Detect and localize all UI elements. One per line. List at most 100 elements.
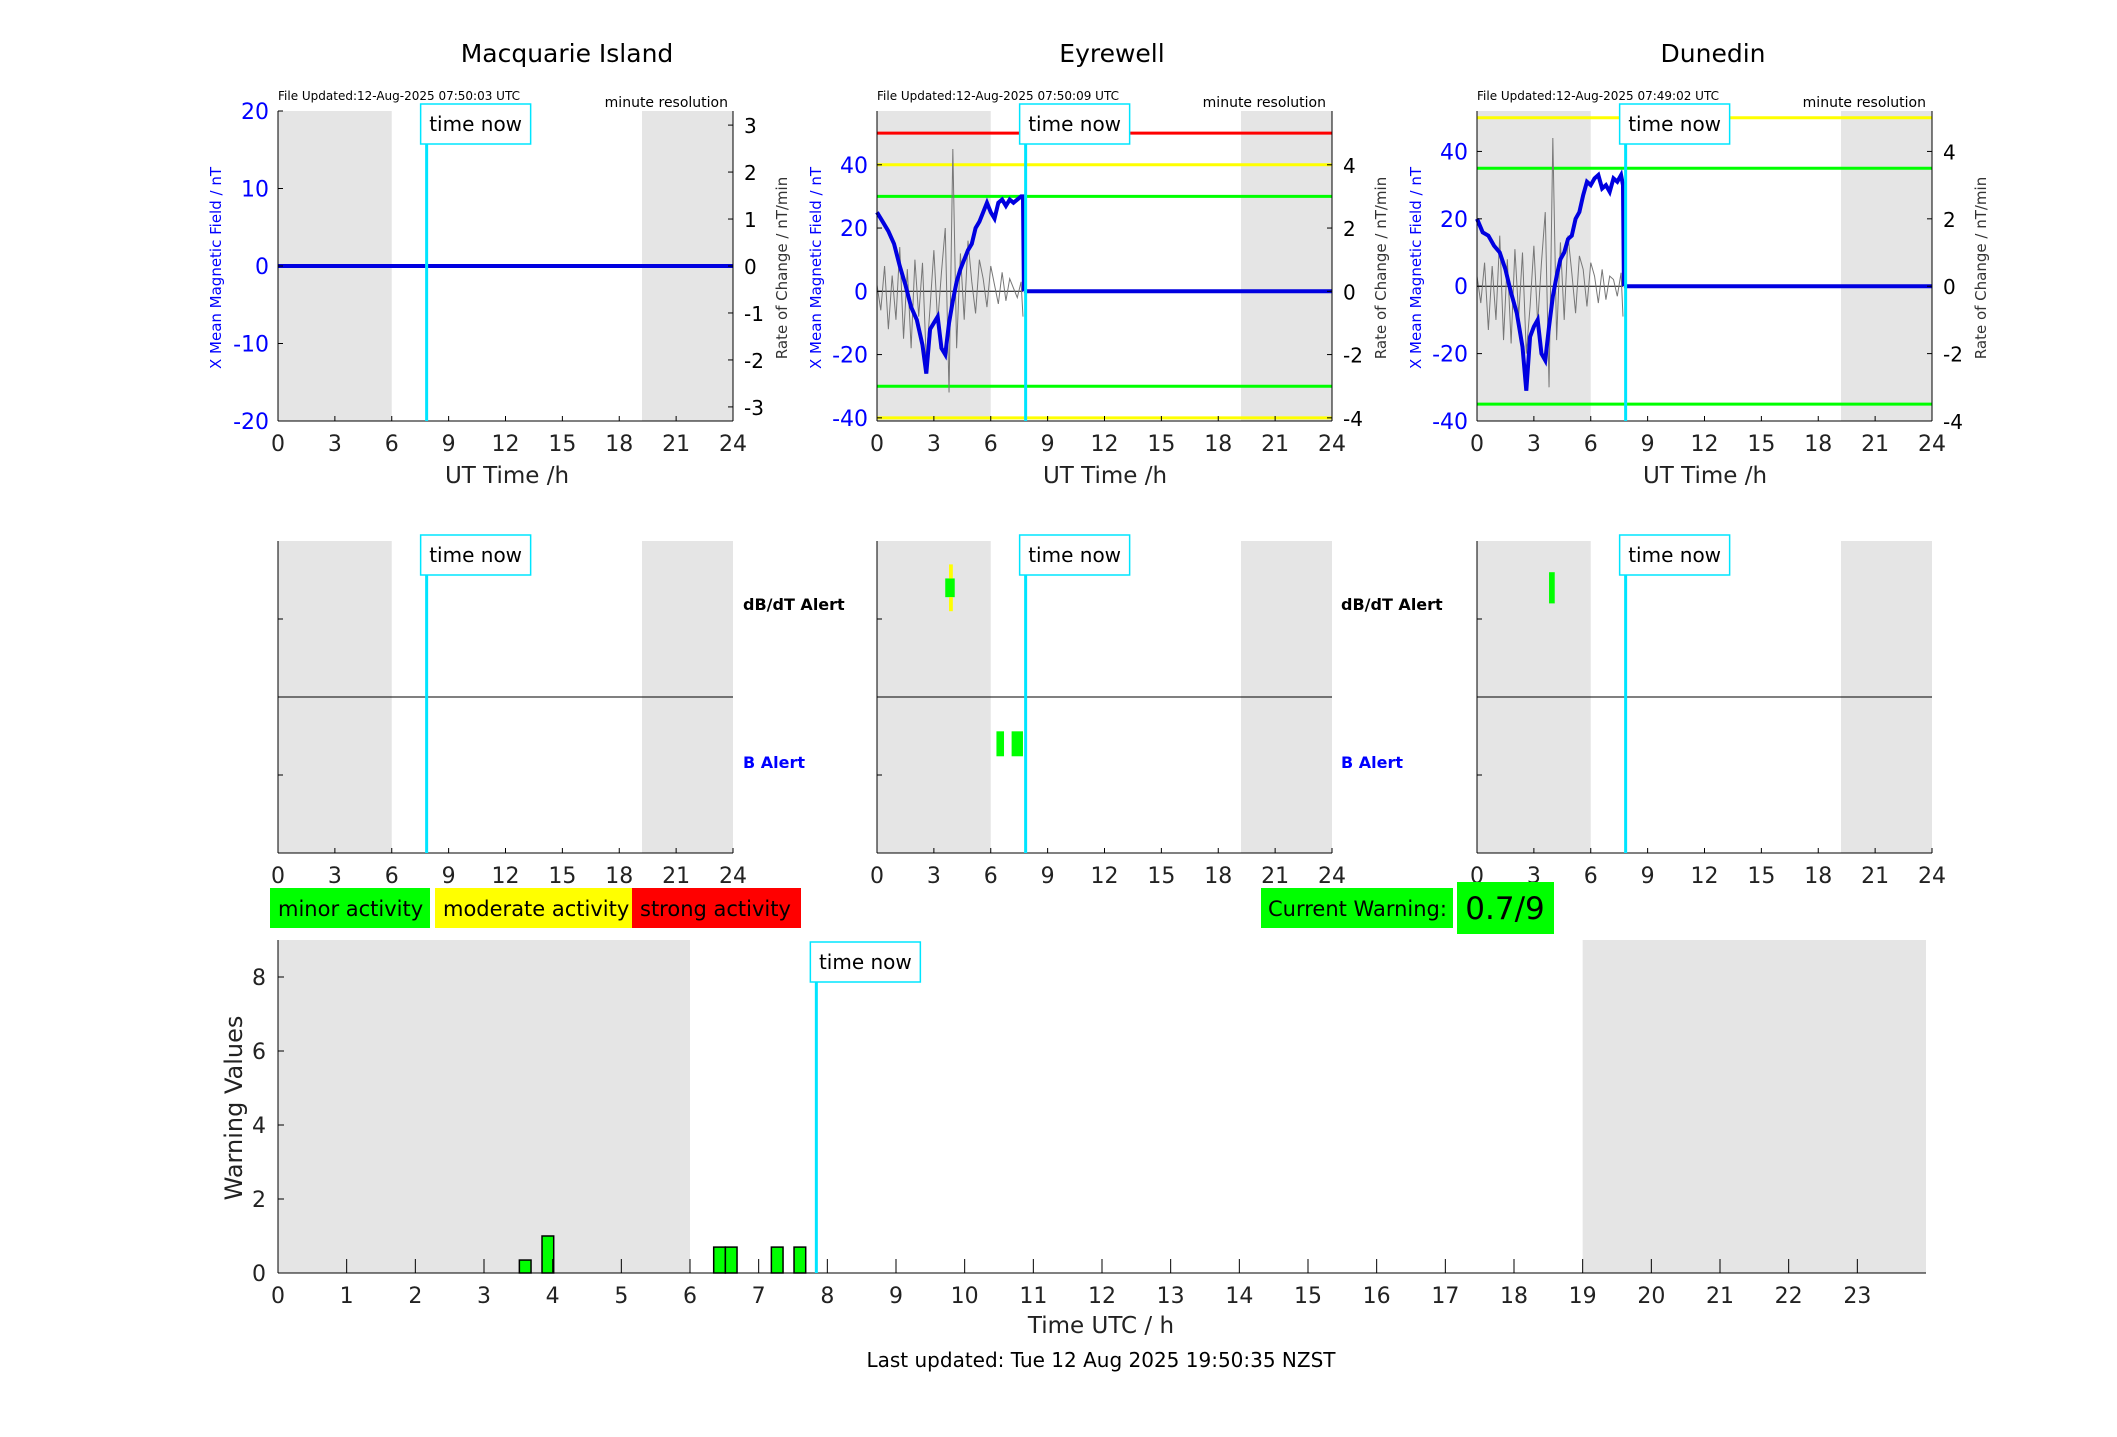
x-tick-label: 16	[1363, 1284, 1391, 1309]
left-axis-label: X Mean Magnetic Field / nT	[207, 166, 225, 369]
x-tick-label: 18	[1204, 432, 1232, 457]
x-axis-label: UT Time /h	[1643, 463, 1767, 489]
station-title: Macquarie Island	[461, 39, 674, 68]
file-updated-text: File Updated:12-Aug-2025 07:50:03 UTC	[278, 89, 520, 103]
x-tick-label: 21	[662, 864, 690, 889]
x-tick-label: 21	[1861, 432, 1889, 457]
dbdt-alert-label: dB/dT Alert	[1341, 595, 1443, 614]
left-tick-label: 40	[840, 154, 868, 179]
x-tick-label: 5	[614, 1284, 628, 1309]
x-axis-label: UT Time /h	[445, 463, 569, 489]
x-tick-label: 6	[683, 1284, 697, 1309]
left-tick-label: -10	[233, 333, 269, 358]
current-warning-value: 0.7/9	[1465, 891, 1544, 927]
legend-label-minor: minor activity	[278, 897, 423, 921]
resolution-text: minute resolution	[1203, 95, 1326, 111]
station-title: Dunedin	[1661, 39, 1766, 68]
time-now-callout: time now	[1018, 103, 1131, 145]
x-tick-label: 24	[1918, 864, 1946, 889]
warning-bar	[770, 1246, 784, 1274]
x-tick-label: 19	[1569, 1284, 1597, 1309]
right-axis-label: Rate of Change / nT/min	[1972, 177, 1990, 359]
x-tick-label: 22	[1775, 1284, 1803, 1309]
x-tick-label: 18	[1804, 864, 1832, 889]
x-tick-label: 9	[1641, 432, 1655, 457]
file-updated-text: File Updated:12-Aug-2025 07:49:02 UTC	[1477, 89, 1719, 103]
right-tick-label: 0	[1343, 280, 1356, 304]
x-tick-label: 3	[927, 432, 941, 457]
x-tick-label: 21	[662, 432, 690, 457]
x-tick-label: 0	[271, 864, 285, 889]
left-tick-label: -40	[1432, 410, 1468, 435]
x-tick-label: 6	[385, 864, 399, 889]
x-tick-label: 6	[385, 432, 399, 457]
x-tick-label: 21	[1261, 864, 1289, 889]
x-tick-label: 12	[1088, 1284, 1116, 1309]
time-now-box	[1618, 534, 1731, 576]
night-shading	[1477, 111, 1591, 421]
x-tick-label: 18	[605, 432, 633, 457]
x-tick-label: 6	[984, 864, 998, 889]
right-axis-label: Rate of Change / nT/min	[1372, 177, 1390, 359]
x-tick-label: 15	[1294, 1284, 1322, 1309]
x-tick-label: 18	[1804, 432, 1832, 457]
left-tick-label: -20	[233, 410, 269, 435]
left-tick-label: 40	[1440, 140, 1468, 165]
x-tick-label: 9	[1641, 864, 1655, 889]
time-now-label: time now	[1628, 112, 1721, 136]
time-now-box	[1018, 103, 1131, 145]
x-tick-label: 4	[546, 1284, 560, 1309]
x-tick-label: 20	[1637, 1284, 1665, 1309]
time-now-callout: time now	[419, 534, 532, 576]
left-tick-label: 10	[241, 178, 269, 203]
left-tick-label: 20	[840, 217, 868, 242]
right-tick-label: 0	[744, 255, 757, 279]
right-tick-label: 2	[744, 161, 757, 185]
right-tick-label: 1	[744, 208, 757, 232]
right-tick-label: -1	[744, 302, 764, 326]
x-tick-label: 8	[820, 1284, 834, 1309]
field-series	[875, 194, 1026, 374]
activity-legend: minor activity moderate activity strong …	[270, 888, 801, 928]
last-updated-footer: Last updated: Tue 12 Aug 2025 19:50:35 N…	[866, 1348, 1336, 1372]
resolution-text: minute resolution	[1803, 95, 1926, 111]
y-tick-label: 0	[252, 1262, 266, 1287]
x-tick-label: 18	[605, 864, 633, 889]
x-tick-label: 9	[442, 432, 456, 457]
x-tick-label: 7	[752, 1284, 766, 1309]
left-tick-label: -20	[1432, 343, 1468, 368]
x-tick-label: 18	[1500, 1284, 1528, 1309]
x-tick-label: 0	[1470, 432, 1484, 457]
file-updated-text: File Updated:12-Aug-2025 07:50:09 UTC	[877, 89, 1119, 103]
dbdt-alert-mark	[949, 564, 953, 579]
x-tick-label: 24	[719, 864, 747, 889]
right-tick-label: -4	[1343, 407, 1363, 431]
x-tick-label: 0	[870, 864, 884, 889]
dbdt-alert-mark	[949, 597, 953, 612]
x-tick-label: 12	[1691, 432, 1719, 457]
x-tick-label: 12	[492, 432, 520, 457]
x-tick-label: 6	[984, 432, 998, 457]
right-tick-label: -4	[1943, 410, 1963, 434]
time-now-box	[809, 941, 922, 983]
dbdt-alert-mark	[1549, 572, 1555, 604]
time-now-callout: time now	[1018, 534, 1131, 576]
legend-label-moderate: moderate activity	[443, 897, 629, 921]
x-tick-label: 24	[1318, 864, 1346, 889]
resolution-text: minute resolution	[605, 95, 728, 111]
b-alert-label: B Alert	[743, 753, 805, 772]
right-axis-label: Rate of Change / nT/min	[773, 177, 791, 359]
night-shading	[1582, 940, 1926, 1273]
x-tick-label: 12	[1691, 864, 1719, 889]
night-shading	[1241, 111, 1332, 421]
right-tick-label: 4	[1943, 140, 1956, 164]
dbdt-alert-label: dB/dT Alert	[743, 595, 845, 614]
time-now-callout: time now	[1618, 534, 1731, 576]
time-now-callout: time now	[1618, 103, 1731, 145]
y-tick-label: 6	[252, 1040, 266, 1065]
